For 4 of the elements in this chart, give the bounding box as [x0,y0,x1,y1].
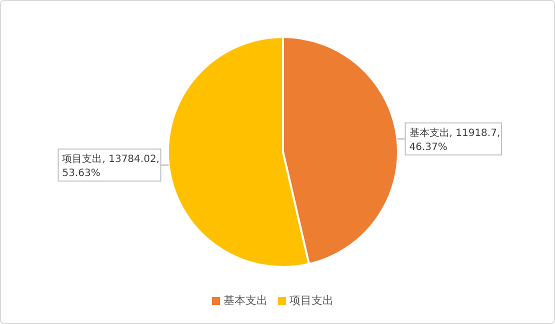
data-label: 项目支出, 13784.02, 53.63% [62,153,160,180]
legend-label: 项目支出 [290,294,334,307]
data-label: 基本支出, 11918.7, 46.37% [409,126,500,153]
legend-label: 基本支出 [224,294,268,307]
